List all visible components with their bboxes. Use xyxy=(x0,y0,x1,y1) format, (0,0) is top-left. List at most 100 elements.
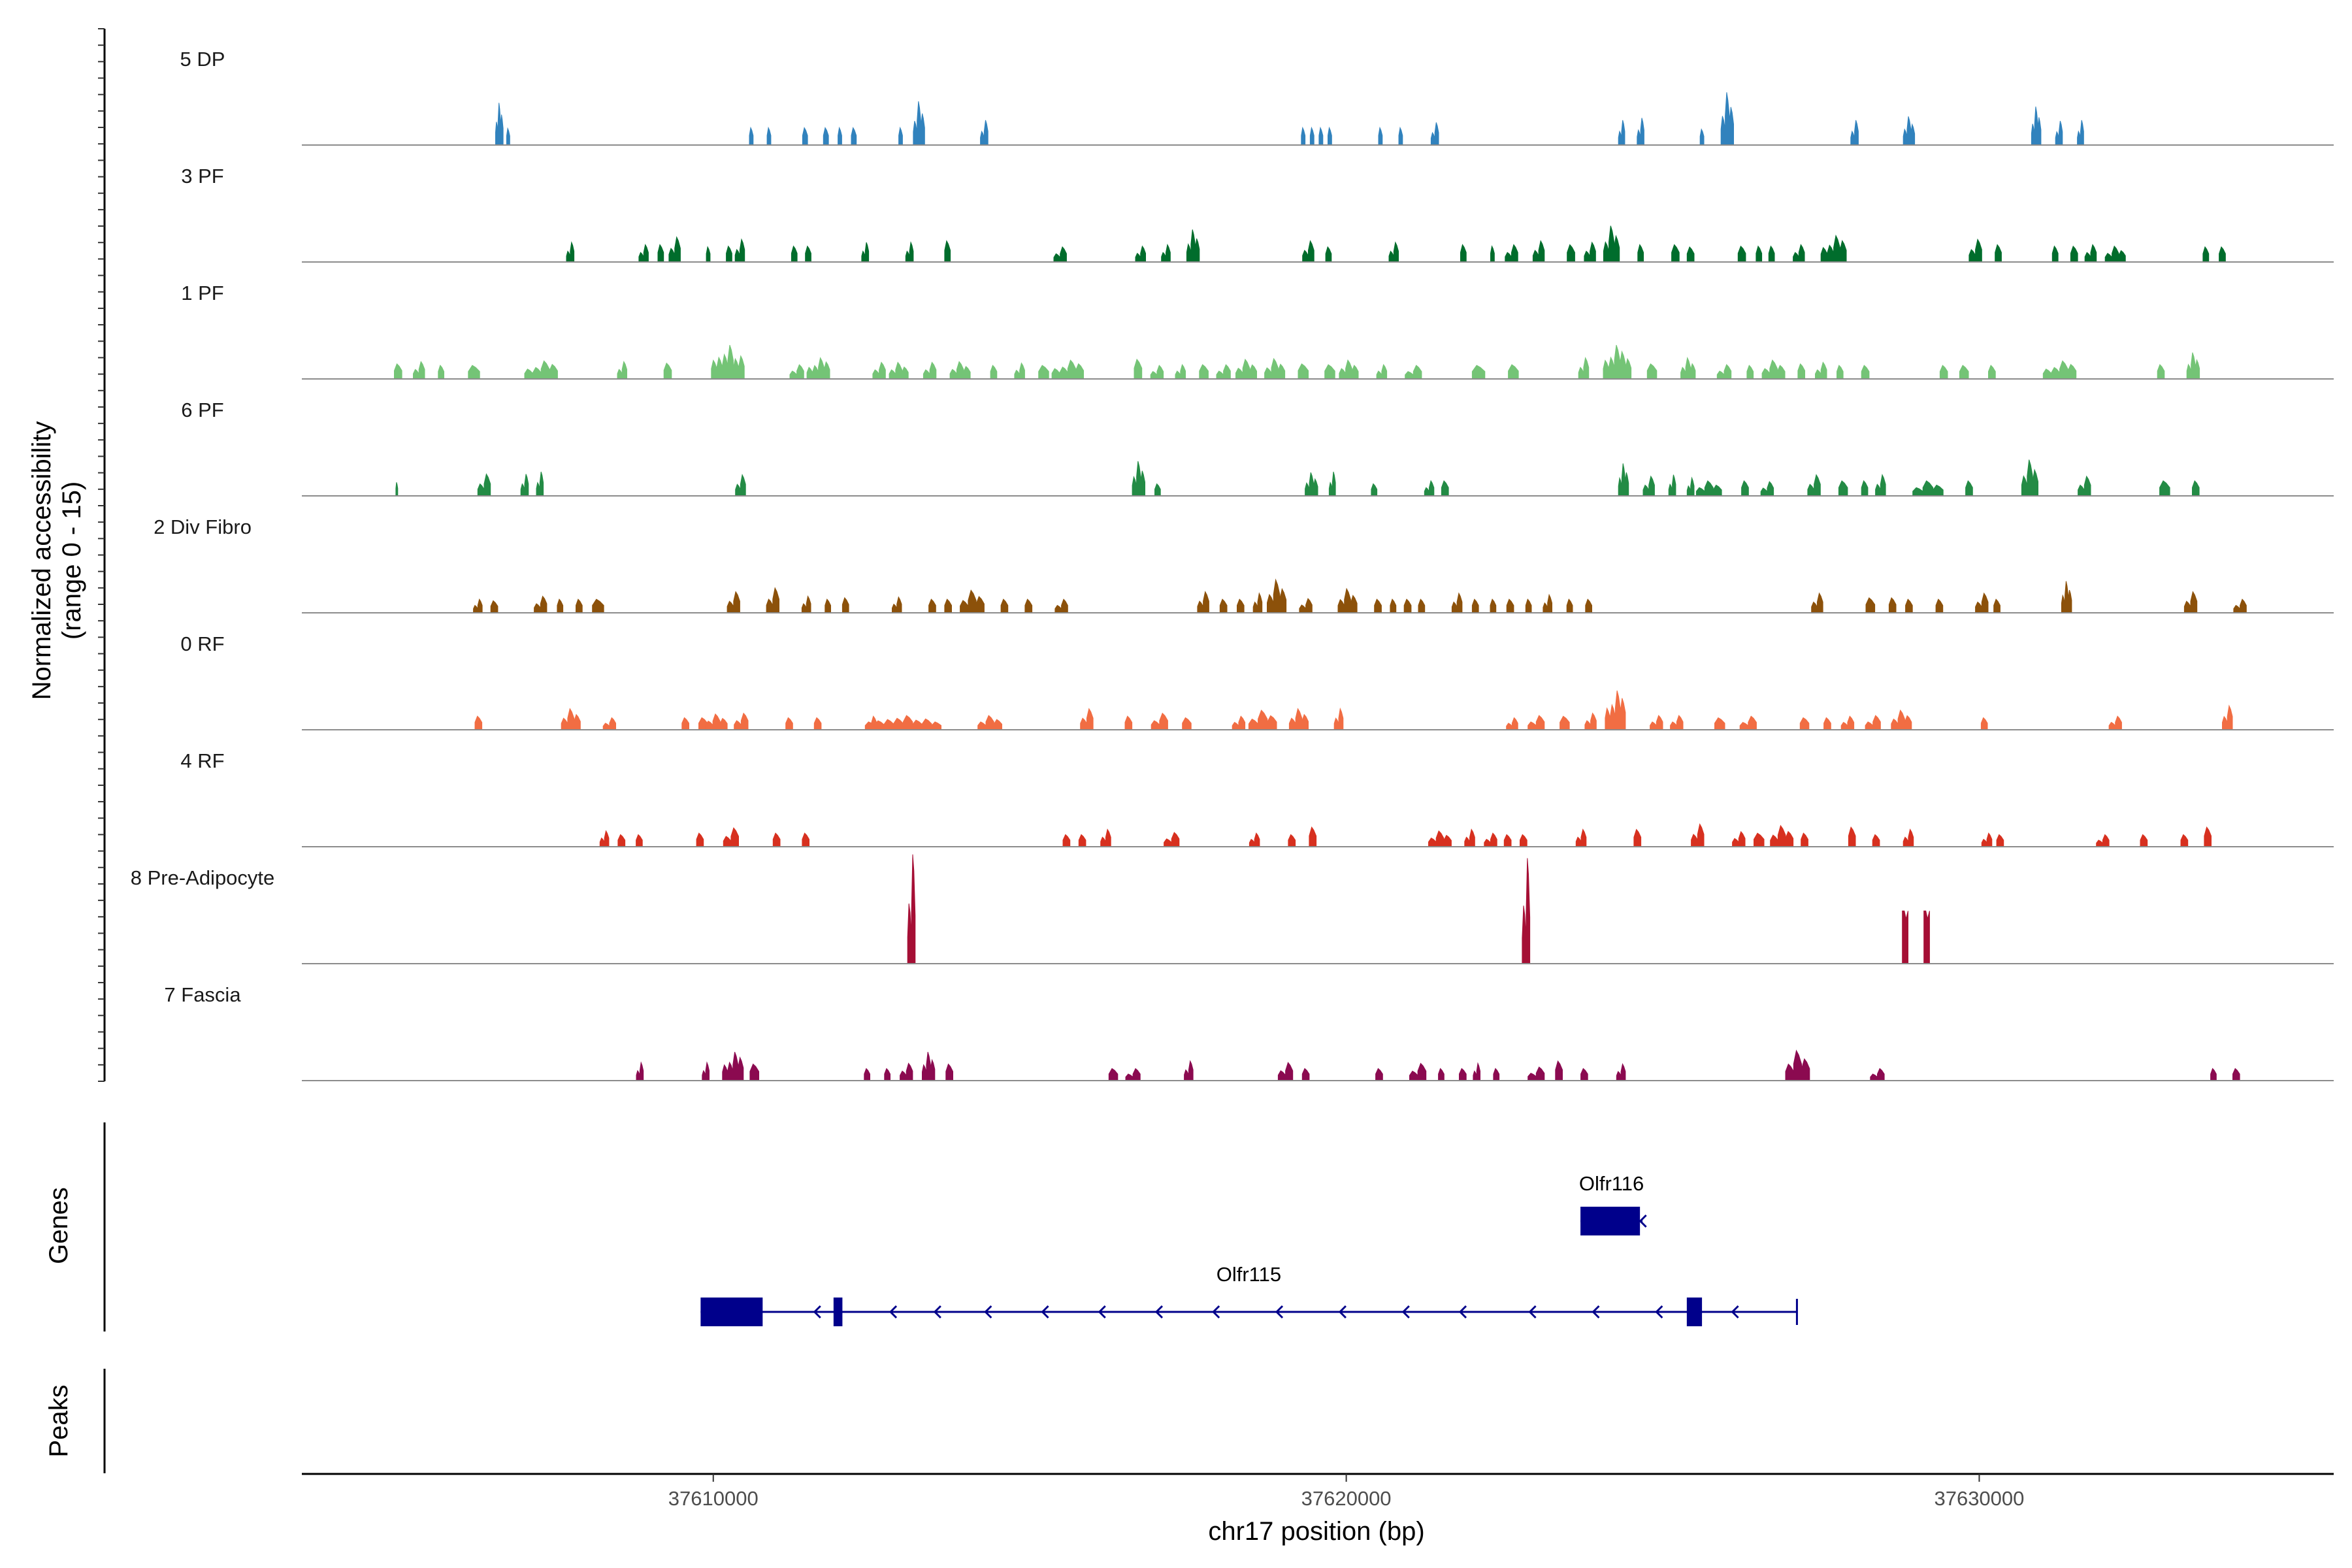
track-3: 6 PF xyxy=(181,399,2334,497)
strand-arrow xyxy=(984,1305,992,1319)
coverage-peak xyxy=(1584,241,1596,263)
coverage-peak xyxy=(1186,229,1200,263)
strand-arrow xyxy=(933,1305,941,1319)
coverage-peak xyxy=(1739,715,1757,730)
coverage-peak xyxy=(1424,480,1435,497)
coverage-peak xyxy=(1527,1066,1545,1081)
coverage-peak xyxy=(2031,106,2042,146)
coverage-peak xyxy=(1668,474,1676,497)
coverage-peak xyxy=(1249,832,1260,847)
coverage-peak xyxy=(1770,825,1794,847)
coverage-peak xyxy=(1135,245,1146,263)
coverage-peak xyxy=(1785,1049,1810,1081)
coverage-peak xyxy=(1252,592,1263,613)
coverage-peak xyxy=(1968,238,1982,263)
track-8: 7 Fascia xyxy=(164,983,2334,1081)
track-0: 5 DP xyxy=(180,48,2334,146)
coverage-peak xyxy=(536,471,544,497)
coverage-peak xyxy=(705,713,728,730)
coverage-peak xyxy=(1865,715,1881,730)
coverage-peak xyxy=(734,712,749,730)
coverage-peak xyxy=(1333,707,1344,730)
coverage-peak xyxy=(1618,120,1625,146)
coverage-peak xyxy=(2222,704,2233,730)
coverage-peak xyxy=(1642,475,1655,497)
coverage-peak xyxy=(2186,352,2200,380)
coverage-peak xyxy=(599,830,610,847)
coverage-y-ticks xyxy=(98,28,105,1082)
strand-arrow xyxy=(813,1305,821,1319)
gene-Olfr116: Olfr116 xyxy=(1579,1172,1647,1235)
coverage-peak xyxy=(727,591,740,613)
coverage-peak xyxy=(1605,690,1626,730)
coverage-peak xyxy=(1451,592,1463,613)
coverage-peak xyxy=(1720,92,1734,146)
coverage-peak xyxy=(1912,480,1944,497)
coverage-peak xyxy=(1197,591,1209,613)
coverage-peak xyxy=(801,595,811,613)
coverage-peak xyxy=(1506,717,1518,730)
coverage-peak xyxy=(1464,828,1475,847)
coverage-peak xyxy=(1807,474,1821,497)
y-axis-title-line2: (range 0 - 15) xyxy=(57,482,86,640)
coverage-peak xyxy=(1680,357,1696,380)
strand-arrow xyxy=(1212,1305,1220,1319)
coverage-peak xyxy=(864,715,941,730)
strand-arrow xyxy=(1592,1305,1600,1319)
coverage-peak xyxy=(1820,234,1847,263)
track-label: 8 Pre-Adipocyte xyxy=(131,866,275,889)
track-4: 2 Div Fibro xyxy=(154,515,2334,613)
coverage-peak xyxy=(2077,120,2084,146)
coverage-peak xyxy=(1903,116,1916,146)
x-tick-label: 37620000 xyxy=(1301,1487,1392,1510)
x-tick-label: 37630000 xyxy=(1934,1487,2024,1510)
coverage-peak xyxy=(1100,828,1111,847)
coverage-peak xyxy=(766,587,779,613)
strand-arrow xyxy=(1401,1305,1410,1319)
coverage-peak xyxy=(1650,715,1663,730)
coverage-peak xyxy=(1054,598,1068,613)
coverage-peak xyxy=(520,474,529,497)
genes-track: Olfr116 Olfr115 xyxy=(700,1172,1798,1326)
coverage-peak xyxy=(1409,1062,1427,1081)
coverage-peak xyxy=(977,715,1002,730)
coverage-peak xyxy=(1603,225,1620,263)
coverage-peak xyxy=(1337,587,1358,613)
coverage-peak xyxy=(1164,832,1180,847)
coverage-peak xyxy=(1603,344,1632,380)
coverage-peak xyxy=(1151,712,1168,730)
coverage-peak xyxy=(1473,1062,1480,1081)
strand-arrow xyxy=(1154,1305,1164,1319)
coverage-peak xyxy=(872,361,886,380)
coverage-peak xyxy=(1235,358,1257,380)
coverage-peak xyxy=(473,598,483,613)
coverage-peak xyxy=(1875,474,1886,497)
coverage-peak xyxy=(722,1052,744,1081)
coverage-peak xyxy=(1132,461,1145,497)
coverage-peak xyxy=(806,357,830,380)
coverage-peak xyxy=(1150,365,1164,380)
coverage-peak xyxy=(1388,241,1399,263)
coverage-peak xyxy=(1575,828,1587,847)
coverage-peak xyxy=(495,103,504,146)
coverage-peak xyxy=(2078,475,2091,497)
coverage-peak xyxy=(636,1061,644,1081)
coverage-peak xyxy=(1405,365,1422,380)
coverage-peak xyxy=(566,241,575,263)
track-2: 1 PF xyxy=(181,282,2334,380)
coverage-peak xyxy=(900,1062,913,1081)
coverage-peak xyxy=(1761,359,1786,380)
coverage-peak xyxy=(1975,592,1989,613)
coverage-peak xyxy=(2084,244,2097,263)
coverage-peak xyxy=(861,242,870,263)
coverage-peak xyxy=(1695,480,1722,497)
coverage-peak xyxy=(1305,472,1318,497)
coverage-peak xyxy=(1815,361,1827,380)
coverage-peak xyxy=(734,238,745,263)
track-label: 5 DP xyxy=(180,48,225,71)
coverage-peak xyxy=(1716,364,1732,380)
coverage-peak xyxy=(1248,710,1277,730)
